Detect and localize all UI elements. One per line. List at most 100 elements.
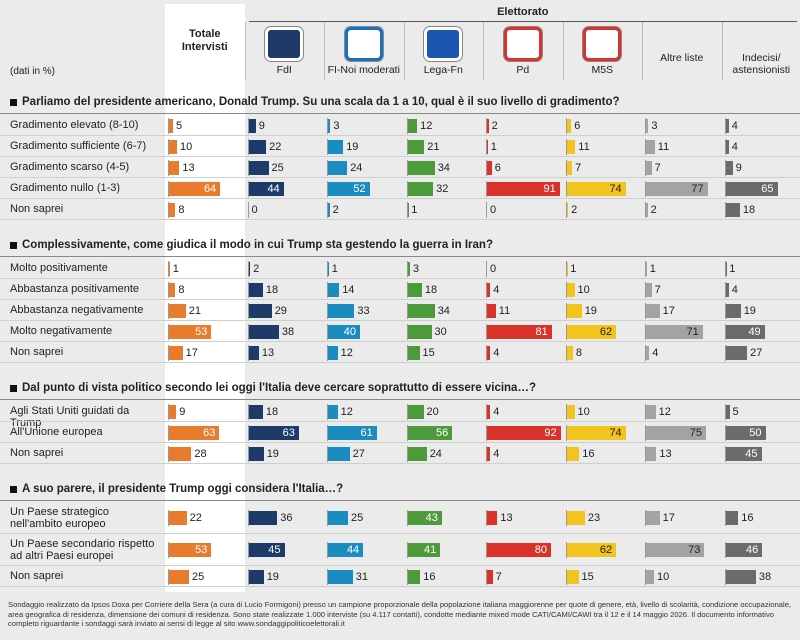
- value-label: 12: [340, 405, 353, 418]
- value-label: 3: [651, 119, 658, 132]
- value-label: 10: [577, 283, 590, 296]
- value-label: 71: [686, 325, 699, 338]
- bar: [487, 446, 491, 461]
- value-label: 12: [340, 346, 353, 359]
- bar: [407, 324, 432, 339]
- value-label: 92: [544, 426, 557, 439]
- column-header: FI-Noi moderati: [327, 64, 400, 76]
- bar: [407, 446, 427, 461]
- row-tick: [565, 344, 567, 361]
- bar: [407, 345, 420, 360]
- bar: [169, 569, 189, 584]
- value-label: 41: [424, 544, 437, 556]
- row-tick: [565, 281, 567, 298]
- row-tick: [406, 201, 408, 218]
- row-tick: [406, 323, 408, 340]
- bar: [328, 303, 355, 318]
- bar: [169, 118, 173, 133]
- value-label: 91: [543, 182, 556, 195]
- row-tick: [565, 403, 567, 420]
- value-label: 45: [745, 447, 758, 460]
- value-label: 7: [495, 570, 502, 583]
- bar: [566, 181, 626, 196]
- row-label: Gradimento elevato (8-10): [10, 119, 139, 131]
- row-tick: [168, 568, 169, 585]
- row-tick: [168, 403, 169, 420]
- total-column-bg: [165, 4, 245, 592]
- value-label: 74: [609, 182, 622, 195]
- row-rule: [0, 586, 800, 587]
- row-tick: [724, 138, 726, 155]
- row-tick: [327, 180, 328, 197]
- bar: [566, 282, 575, 297]
- row-tick: [327, 568, 328, 585]
- value-label: 53: [195, 325, 208, 338]
- value-label: 62: [599, 325, 613, 338]
- bar: [407, 543, 441, 557]
- bar: [487, 139, 488, 154]
- bar: [169, 139, 177, 154]
- row-tick: [327, 424, 328, 441]
- value-label: 15: [422, 346, 435, 359]
- value-label: 1: [649, 262, 656, 275]
- value-label: 25: [192, 570, 205, 583]
- column-divider: [562, 22, 564, 80]
- bar: [407, 404, 424, 419]
- column-divider: [483, 22, 484, 80]
- bar: [328, 282, 340, 297]
- row-rule: [0, 320, 800, 321]
- value-label: 45: [268, 544, 281, 556]
- bar: [646, 181, 708, 196]
- row-tick: [406, 445, 408, 462]
- value-label: 53: [195, 544, 208, 556]
- bar: [248, 181, 284, 196]
- bar: [646, 202, 648, 217]
- row-tick: [645, 445, 646, 462]
- value-label: 19: [743, 304, 756, 317]
- row-tick: [645, 260, 646, 277]
- value-label: 4: [493, 447, 500, 460]
- value-label: 22: [269, 140, 282, 153]
- value-label: 10: [180, 140, 193, 153]
- bar: [487, 425, 561, 440]
- row-tick: [565, 201, 567, 218]
- bar: [646, 446, 657, 461]
- bar: [487, 303, 496, 318]
- bar: [725, 261, 727, 276]
- value-label: 25: [351, 512, 364, 524]
- row-tick: [168, 302, 169, 319]
- row-label: Un Paese strategico nell'ambito europeo: [10, 506, 110, 530]
- bar: [328, 202, 330, 217]
- row-tick: [565, 424, 567, 441]
- bar: [328, 261, 329, 276]
- bar: [248, 446, 264, 461]
- row-tick: [247, 323, 249, 340]
- row-tick: [247, 260, 249, 277]
- value-label: 34: [437, 161, 450, 174]
- row-tick: [565, 117, 567, 134]
- bar: [566, 202, 569, 217]
- row-tick: [247, 281, 249, 298]
- value-label: 2: [253, 262, 260, 275]
- row-tick: [247, 180, 249, 197]
- row-tick: [486, 302, 487, 319]
- value-label: 2: [571, 203, 578, 216]
- value-label: 32: [436, 182, 449, 195]
- footer: Sondaggio realizzato da Ipsos Doxa per C…: [8, 600, 792, 628]
- value-label: 75: [689, 426, 702, 439]
- value-label: 25: [271, 161, 284, 174]
- row-tick: [168, 424, 169, 441]
- row-rule: [0, 463, 800, 464]
- row-tick: [724, 159, 726, 176]
- row-tick: [724, 568, 726, 585]
- bar: [646, 261, 647, 276]
- value-label: 33: [357, 304, 370, 317]
- bar: [248, 139, 267, 154]
- bar: [646, 404, 656, 419]
- row-tick: [724, 180, 726, 197]
- bar: [487, 118, 489, 133]
- bar: [725, 345, 748, 360]
- value-label: 11: [578, 140, 590, 153]
- row-tick: [247, 403, 249, 420]
- bar: [169, 282, 176, 297]
